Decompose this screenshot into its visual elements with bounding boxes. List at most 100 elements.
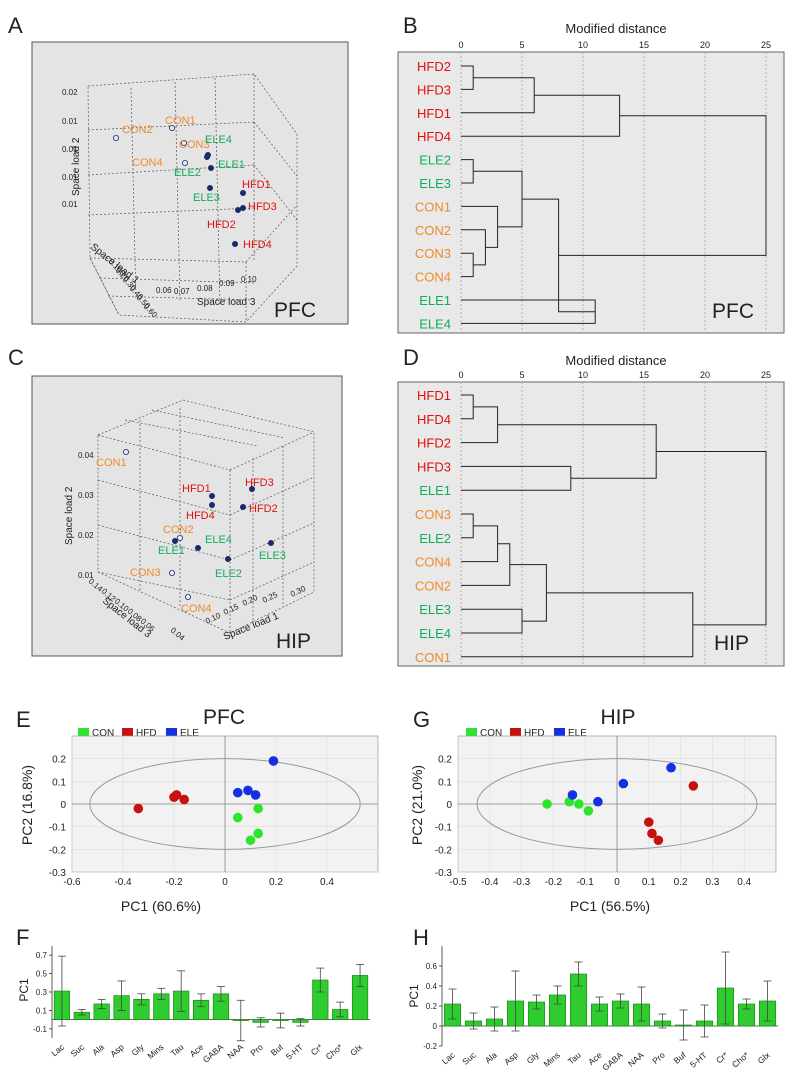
f-xtick: Lac (49, 1041, 67, 1058)
a-tick-load3: 0.10 (241, 275, 257, 284)
scatter3d-label-ele4: ELE4 (205, 534, 232, 546)
d-leaf-hfd2: HFD2 (417, 436, 451, 451)
e-ytick: 0.2 (52, 755, 66, 766)
g-ytick: -0.3 (435, 868, 453, 879)
panel-letter-g: G (413, 707, 430, 732)
scatter3d-point-ele2 (207, 164, 214, 171)
d-xtick: 10 (578, 370, 588, 380)
scatter3d-point-con3 (180, 139, 187, 146)
h-xtick: Ala (483, 1050, 499, 1066)
panel-letter-f: F (16, 925, 29, 950)
e-xtick: 0.4 (320, 877, 334, 888)
g-legend-label-con: CON (480, 728, 502, 739)
scatter3d-label-ele2: ELE2 (174, 167, 201, 179)
panel-letter-b: B (403, 13, 418, 38)
panel-g: HIP CON HFD ELE -0.5 -0.4 -0.3 -0.2 -0.1 0 0.1 0.… (409, 706, 777, 914)
a-tick-load2: 0.01 (62, 117, 78, 126)
scatter3d-point-hfd1 (239, 189, 246, 196)
e-point-ele (250, 790, 261, 800)
scatter3d-label-con1: CON1 (165, 115, 196, 127)
panel-a-frame (31, 41, 349, 325)
f-ytick: 0.7 (36, 951, 48, 960)
h-xtick: Cr* (714, 1049, 730, 1065)
scatter3d-label-con4: CON4 (132, 157, 163, 169)
a-tick-load3: 0.06 (156, 286, 172, 295)
panel-b: Modified distance 0 5 10 15 20 25 HFD2 HFD3 HFD… (397, 21, 785, 334)
g-xtick: 0.3 (705, 877, 719, 888)
h-xtick: GABA (600, 1050, 625, 1072)
b-xtick: 10 (578, 40, 588, 50)
e-point-con (232, 812, 243, 823)
scatter3d-point-ele3 (206, 184, 213, 191)
h-xtick: Cho* (730, 1049, 751, 1069)
g-point-hfd (688, 781, 699, 791)
e-legend-label-con: CON (92, 728, 114, 739)
d-leaf-ele3: ELE3 (419, 602, 451, 617)
h-xtick: Buf (672, 1049, 689, 1065)
panel-a: 0.02 0.01 0.01 0.01 0.01 0.100 0.20 0.30… (31, 41, 349, 325)
e-point-ele (243, 785, 253, 796)
scatter3d-point-con2 (176, 535, 183, 542)
d-leaf-ele4: ELE4 (419, 626, 451, 641)
g-hotelling-ellipse (476, 758, 758, 850)
h-xtick: Asp (502, 1050, 520, 1067)
g-legend-label-hfd: HFD (524, 728, 545, 739)
scatter3d-point-hfd3 (248, 485, 255, 492)
panel-letter-h: H (413, 925, 429, 950)
panel-letter-a: A (8, 13, 23, 38)
g-point-hfd (653, 835, 664, 846)
f-xtick: 5-HT (284, 1042, 305, 1062)
panel-e: PFC CON HFD ELE -0.6 -0.4 -0.2 0 0.2 0.4 0.2 0.1 0… (19, 706, 379, 914)
scatter3d-label-con3: CON3 (130, 567, 161, 579)
g-xtick: -0.4 (481, 877, 499, 888)
scatter3d-point-ele4 (194, 545, 201, 552)
h-xtick: Gly (525, 1049, 542, 1065)
e-ylabel: PC2 (16.8%) (19, 765, 35, 845)
g-xtick: 0.4 (737, 877, 751, 888)
d-region-label: HIP (714, 632, 749, 655)
scatter3d-label-ele2: ELE2 (215, 568, 242, 580)
panel-letter-e: E (16, 707, 31, 732)
scatter3d-label-con2: CON2 (122, 124, 153, 136)
b-leaf-ele1: ELE1 (419, 293, 451, 308)
scatter3d-point-hfd4 (208, 501, 215, 508)
e-point-ele (232, 787, 243, 798)
g-point-con (574, 799, 584, 809)
e-point-con (253, 803, 263, 814)
e-point-con (245, 835, 256, 846)
f-xtick: NAA (225, 1042, 245, 1061)
g-legend-label-ele: ELE (568, 728, 587, 739)
b-leaf-hfd4: HFD4 (417, 129, 451, 144)
scatter3d-label-con3: CON3 (179, 139, 210, 151)
panel-letter-c: C (8, 345, 24, 370)
b-leaf-hfd3: HFD3 (417, 82, 451, 97)
g-xtick: -0.1 (577, 877, 595, 888)
b-leaf-ele4: ELE4 (419, 316, 451, 331)
d-xtick: 20 (700, 370, 710, 380)
e-xtick: -0.2 (165, 877, 183, 888)
b-frame (397, 51, 785, 334)
a-tick-load2: 0.02 (62, 88, 78, 97)
g-ytick: -0.2 (435, 845, 453, 856)
g-ytick: -0.1 (435, 823, 453, 834)
scatter3d-point-con3 (168, 570, 175, 577)
g-ytick: 0 (446, 800, 452, 811)
g-xtick: -0.5 (449, 877, 467, 888)
h-xtick: Mins (542, 1050, 562, 1069)
b-leaf-con1: CON1 (415, 199, 451, 214)
f-xtick: Suc (68, 1041, 86, 1059)
c-tick-load2: 0.04 (78, 451, 94, 460)
scatter3d-point-ele1 (171, 538, 178, 545)
scatter3d-label-ele3: ELE3 (193, 192, 220, 204)
f-ytick: -0.1 (33, 1025, 47, 1034)
c-region-label: HIP (276, 630, 311, 653)
h-ytick: 0.4 (426, 982, 438, 991)
e-xtick: -0.6 (63, 877, 81, 888)
g-ytick: 0.2 (438, 755, 452, 766)
h-ytick: -0.2 (423, 1042, 437, 1051)
b-xtick: 20 (700, 40, 710, 50)
scatter3d-label-ele1: ELE1 (218, 159, 245, 171)
scatter3d-label-ele1: ELE1 (158, 545, 185, 557)
